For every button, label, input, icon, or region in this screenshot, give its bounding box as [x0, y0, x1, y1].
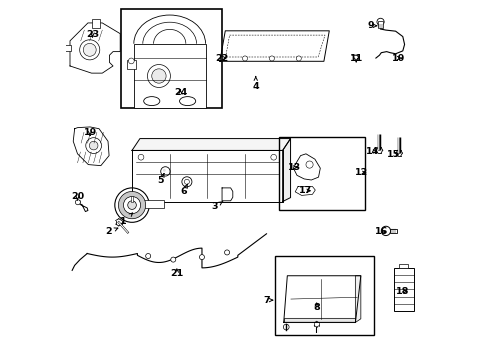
Text: 1: 1	[120, 213, 133, 226]
Circle shape	[243, 56, 247, 61]
Circle shape	[89, 141, 98, 150]
Circle shape	[171, 257, 176, 262]
Circle shape	[119, 192, 146, 219]
Circle shape	[147, 64, 171, 87]
Circle shape	[270, 56, 274, 61]
Polygon shape	[132, 139, 291, 150]
Polygon shape	[283, 139, 291, 202]
Text: 9: 9	[367, 21, 377, 30]
Text: 19: 19	[83, 128, 97, 137]
Polygon shape	[222, 188, 233, 201]
Polygon shape	[295, 186, 315, 195]
Ellipse shape	[144, 96, 160, 105]
Circle shape	[296, 56, 301, 61]
Bar	[134, 44, 205, 108]
Circle shape	[161, 167, 170, 176]
Text: 22: 22	[215, 54, 228, 63]
Circle shape	[128, 58, 134, 64]
Text: 5: 5	[157, 174, 164, 185]
Circle shape	[75, 200, 80, 205]
Circle shape	[224, 250, 230, 255]
Circle shape	[123, 197, 141, 214]
Circle shape	[86, 138, 101, 153]
Circle shape	[182, 177, 192, 187]
Circle shape	[138, 154, 144, 160]
Text: 24: 24	[174, 88, 187, 97]
Polygon shape	[284, 318, 355, 322]
Circle shape	[115, 188, 149, 222]
Bar	[394, 268, 414, 311]
Circle shape	[128, 201, 136, 210]
Circle shape	[199, 255, 204, 260]
Polygon shape	[132, 150, 283, 202]
Bar	[275, 256, 374, 335]
Polygon shape	[284, 276, 361, 322]
Circle shape	[283, 324, 289, 330]
Text: 6: 6	[181, 184, 187, 196]
Text: 4: 4	[252, 77, 259, 91]
Bar	[92, 19, 100, 28]
Text: 7: 7	[263, 296, 273, 305]
Circle shape	[146, 253, 151, 258]
Text: 13: 13	[288, 163, 301, 172]
Polygon shape	[355, 276, 361, 322]
Text: 20: 20	[71, 192, 84, 201]
Ellipse shape	[179, 96, 196, 105]
Circle shape	[306, 161, 313, 168]
Text: 14: 14	[366, 147, 379, 156]
Polygon shape	[220, 31, 329, 61]
Polygon shape	[70, 23, 120, 73]
Text: 17: 17	[299, 186, 313, 195]
Text: 2: 2	[105, 228, 118, 237]
Bar	[143, 200, 164, 208]
Bar	[126, 60, 136, 69]
Circle shape	[381, 226, 391, 235]
Text: 11: 11	[349, 54, 363, 63]
Bar	[399, 264, 408, 268]
Circle shape	[80, 40, 100, 60]
Text: 23: 23	[86, 30, 99, 39]
Bar	[61, 45, 71, 51]
Text: 10: 10	[392, 54, 405, 63]
Polygon shape	[294, 154, 320, 180]
Circle shape	[163, 169, 166, 172]
Text: 21: 21	[170, 269, 183, 278]
Circle shape	[152, 69, 166, 83]
Circle shape	[83, 43, 96, 56]
Polygon shape	[73, 127, 109, 166]
Bar	[390, 229, 397, 233]
Bar	[378, 21, 383, 28]
Text: 3: 3	[211, 201, 223, 211]
Text: 8: 8	[313, 303, 320, 312]
Text: 18: 18	[396, 287, 410, 296]
Text: 16: 16	[375, 228, 388, 237]
Bar	[122, 9, 221, 108]
Bar	[131, 196, 133, 202]
Text: 15: 15	[387, 150, 400, 159]
Bar	[279, 137, 365, 211]
Circle shape	[377, 18, 384, 26]
Text: 12: 12	[355, 168, 368, 177]
Circle shape	[271, 154, 276, 160]
Circle shape	[184, 179, 190, 184]
